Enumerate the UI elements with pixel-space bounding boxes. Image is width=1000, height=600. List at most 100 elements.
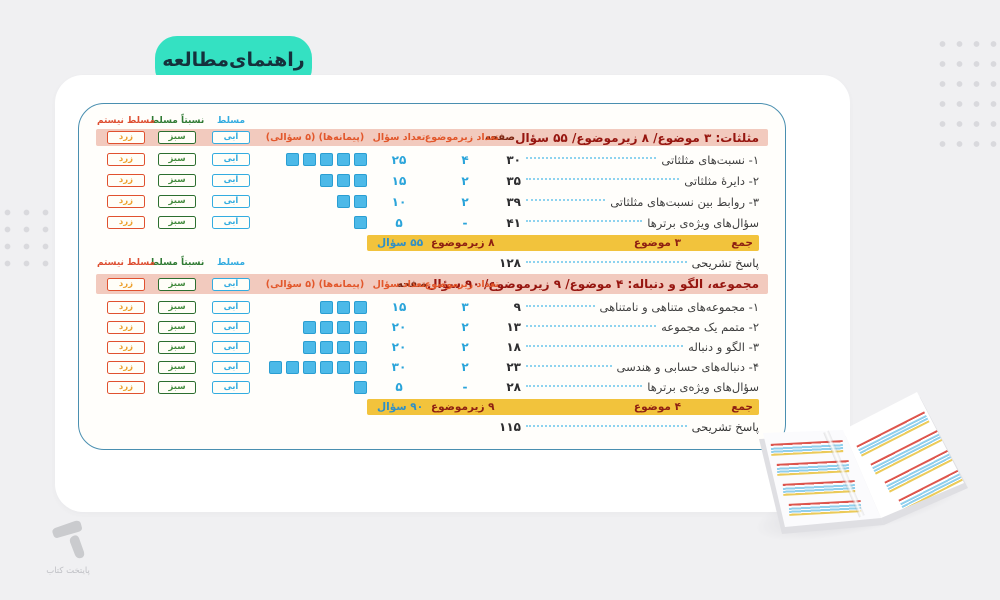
badge-yellow: زرد (107, 174, 145, 187)
subtopic-count: - (462, 215, 468, 230)
topic-row: ۳- روابط بین نسبت‌های مثلثاتی ۳۹ ۲ ۱۰ آب… (105, 191, 759, 212)
badge-green: سبز (158, 340, 196, 354)
total-label: جمع (731, 401, 753, 413)
badge-green: سبز (158, 277, 196, 291)
module-square (354, 174, 367, 187)
topic-row: سؤال‌های ویژه‌ی برترها ۴۱ - ۵ آبی سبز زر… (105, 212, 759, 233)
badge-green: سبز (158, 216, 196, 229)
badge-green: سبز (158, 131, 196, 144)
badge-yellow: زرد (107, 153, 145, 166)
answer-key-label: پاسخ تشریحی (691, 420, 759, 434)
module-square (337, 300, 350, 314)
module-square (354, 300, 367, 314)
module-square (354, 153, 367, 166)
badge-yellow: زرد (107, 277, 145, 291)
topic-label: ۲- دایرۀ مثلثاتی (684, 173, 759, 188)
question-count: ۳۰ (391, 360, 407, 374)
dotted-leader (526, 344, 684, 347)
total-questions: ۹۰ سؤال (377, 401, 424, 413)
section-header-band: مثلثات: ۳ موضوع/ ۸ زیرموضوع/ ۵۵ سؤال صفح… (96, 129, 768, 146)
dotted-leader (526, 199, 606, 201)
legend-not-mastered: مسلط نیستم (96, 258, 156, 268)
module-squares (257, 320, 367, 334)
total-questions: ۵۵ سؤال (377, 237, 424, 249)
total-subtopics: ۹ زیرموضوع (431, 401, 495, 413)
badge-blue: آبی (212, 360, 250, 374)
badge-blue: آبی (212, 216, 250, 229)
publisher-logo: پایتخت کتاب (18, 518, 118, 584)
topic-label: ۱- مجموعه‌های متناهی و نامتناهی (599, 300, 760, 314)
module-squares (257, 360, 367, 374)
dotted-leader (526, 364, 612, 367)
column-header-questions: تعداد سؤال (372, 278, 426, 290)
module-squares (257, 153, 367, 166)
subtopic-count: ۲ (461, 340, 469, 354)
question-count: ۵ (395, 380, 403, 394)
badge-green: سبز (158, 300, 196, 314)
page-number: ۱۳ (506, 320, 521, 334)
badge-blue: آبی (212, 277, 250, 291)
question-count: ۲۰ (391, 320, 407, 334)
module-square (354, 360, 367, 374)
module-square (286, 360, 299, 374)
answer-key-page: ۱۲۸ (499, 256, 521, 270)
question-count: ۱۰ (391, 194, 407, 209)
topic-row: ۳- الگو و دنباله ۱۸ ۲ ۲۰ آبی سبز زرد (105, 337, 759, 357)
page-number: ۴۱ (506, 215, 521, 230)
module-square (354, 320, 367, 334)
topic-row: ۲- متمم یک مجموعه ۱۳ ۲ ۲۰ آبی سبز زرد (105, 317, 759, 337)
module-square (337, 195, 350, 208)
legend-not-mastered: مسلط نیستم (96, 116, 156, 126)
badge-yellow: زرد (107, 340, 145, 354)
topic-label: ۱- نسبت‌های مثلثاتی (661, 152, 759, 167)
page-number: ۱۸ (506, 340, 521, 354)
module-square (303, 340, 316, 354)
section-sets-patterns-sequences: مجموعه، الگو و دنباله: ۴ موضوع/ ۹ زیرموض… (96, 274, 768, 437)
badge-blue: آبی (212, 174, 250, 187)
topic-row: ۴- دنباله‌های حسابی و هندسی ۲۳ ۲ ۳۰ آبی … (105, 357, 759, 377)
section-total-band: جمع ۴ موضوع ۹ زیرموضوع ۹۰ سؤال (367, 399, 759, 415)
topic-row: ۱- مجموعه‌های متناهی و نامتناهی ۹ ۳ ۱۵ آ… (105, 297, 759, 317)
badge-blue: آبی (212, 380, 250, 394)
page-number: ۳۰ (506, 152, 521, 167)
module-square (320, 153, 333, 166)
study-guide-tab-label: راهنمای‌مطالعه (162, 49, 305, 71)
badge-blue: آبی (212, 195, 250, 208)
badge-blue: آبی (212, 153, 250, 166)
question-count: ۱۵ (391, 300, 407, 314)
dotted-leader (526, 260, 687, 263)
dotted-leader (526, 178, 680, 180)
column-header-subtopics: تعداد زیرموضوع (424, 132, 499, 143)
module-square (286, 153, 299, 166)
module-square (303, 320, 316, 334)
section-trigonometry: مسلط نسبتاً مسلط مسلط نیستم مثلثات: ۳ مو… (96, 110, 768, 273)
module-square (337, 340, 350, 354)
total-label: جمع (731, 237, 753, 249)
subtopic-count: - (462, 380, 468, 394)
badge-blue: آبی (212, 300, 250, 314)
subtopic-count: ۳ (461, 300, 469, 314)
total-subtopics: ۸ زیرموضوع (431, 237, 495, 249)
module-square (320, 360, 333, 374)
question-count: ۱۵ (391, 173, 407, 188)
badge-yellow: زرد (107, 320, 145, 334)
topic-label: ۳- روابط بین نسبت‌های مثلثاتی (610, 194, 759, 209)
module-square (337, 153, 350, 166)
module-square (320, 340, 333, 354)
legend-somewhat-mastered: نسبتاً مسلط (149, 116, 205, 126)
dotted-leader (526, 304, 595, 307)
module-square (303, 360, 316, 374)
module-square (320, 300, 333, 314)
dotted-leader (526, 324, 657, 327)
answer-key-row: پاسخ تشریحی ۱۱۵ (105, 417, 759, 437)
subtopic-count: ۴ (461, 152, 469, 167)
section-header-band: مجموعه، الگو و دنباله: ۴ موضوع/ ۹ زیرموض… (96, 274, 768, 294)
answer-key-row: پاسخ تشریحی ۱۲۸ مسلط نسبتاً مسلط مسلط نی… (97, 253, 759, 273)
subtopic-count: ۲ (461, 173, 469, 188)
section-title: مثلثات: ۳ موضوع/ ۸ زیرموضوع/ ۵۵ سؤال (515, 130, 759, 145)
topic-row: ۲- دایرۀ مثلثاتی ۳۵ ۲ ۱۵ آبی سبز زرد (105, 170, 759, 191)
badge-green: سبز (158, 174, 196, 187)
module-square (303, 153, 316, 166)
question-count: ۲۰ (391, 340, 407, 354)
